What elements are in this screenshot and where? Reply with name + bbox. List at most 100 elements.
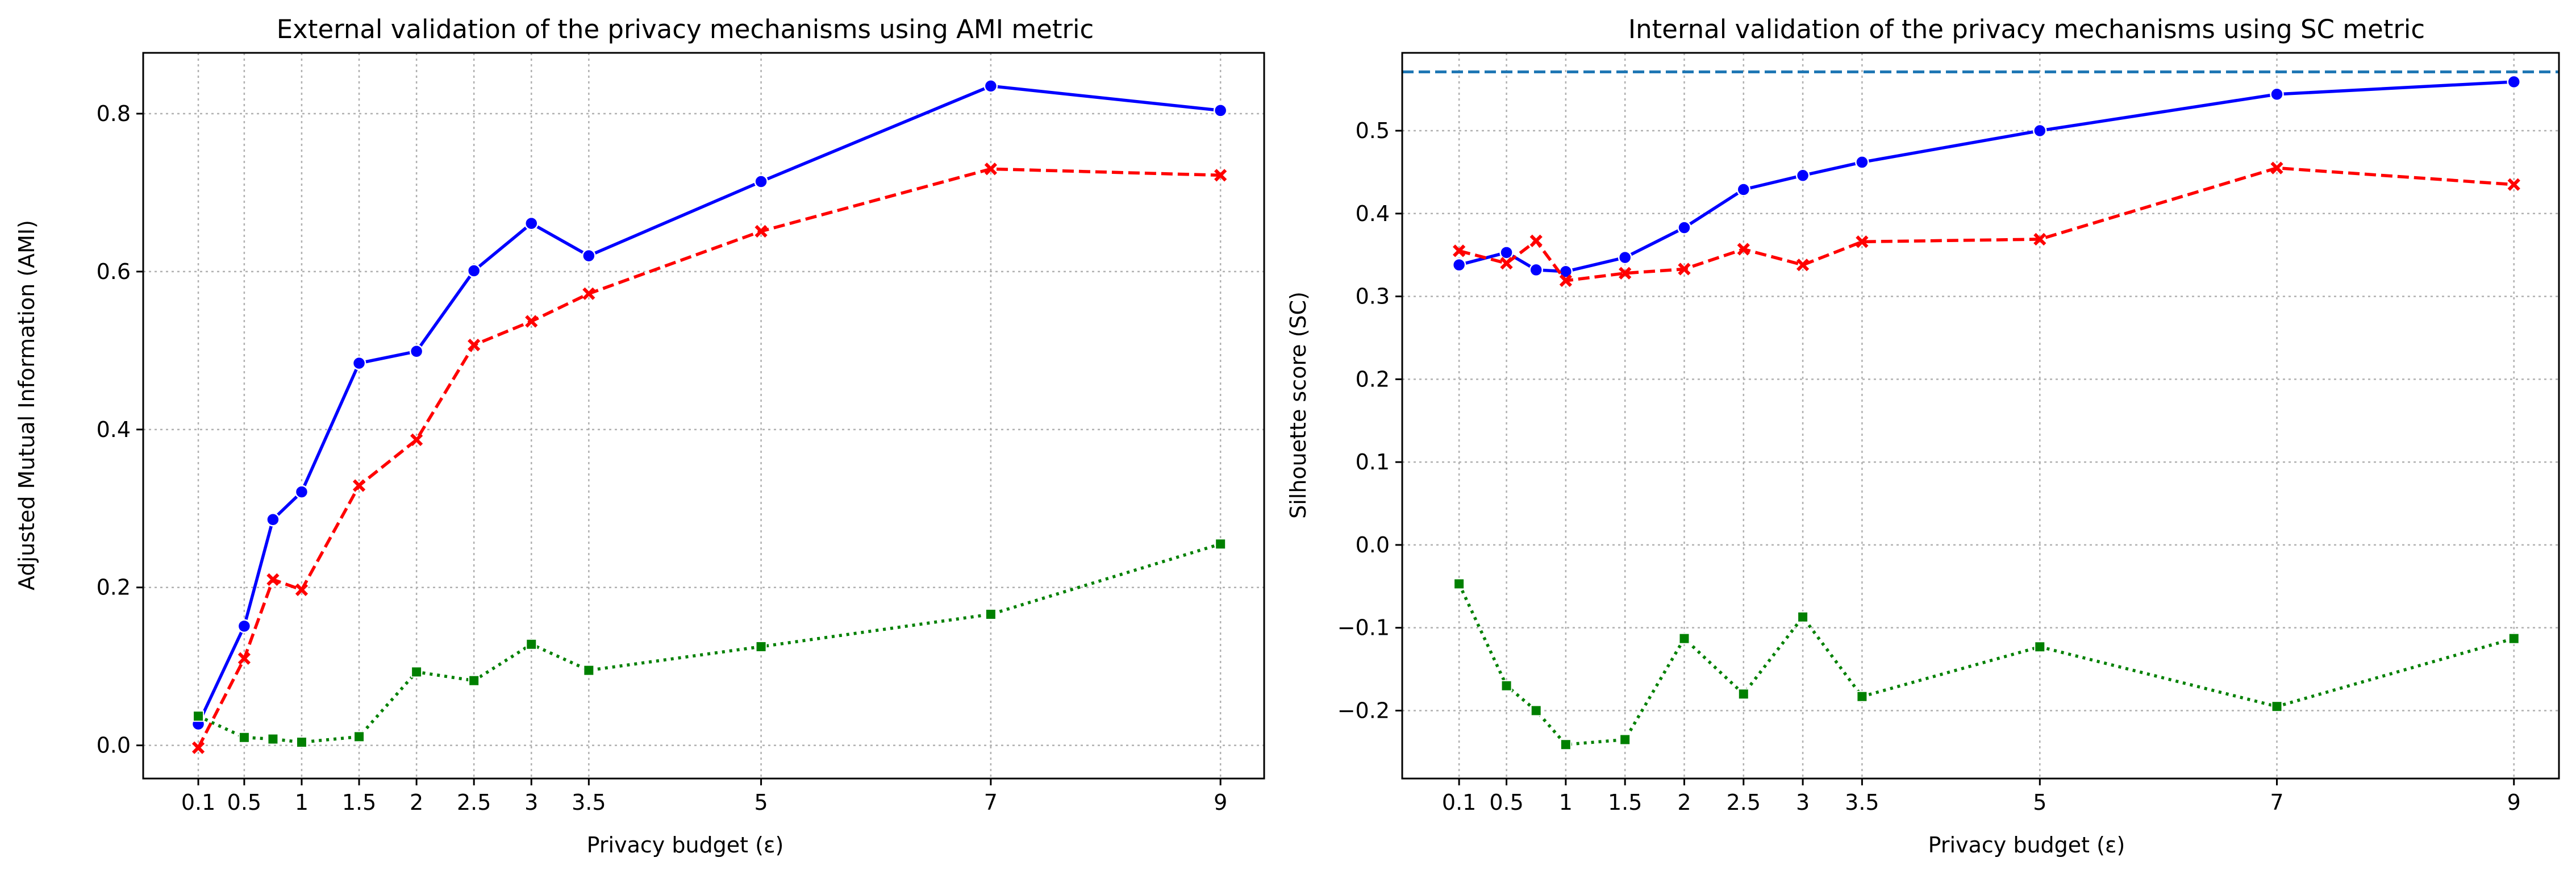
- x-tick-label: 0.1: [181, 790, 215, 815]
- data-point: [583, 664, 595, 676]
- data-point: [1678, 263, 1691, 276]
- data-point: [2507, 74, 2521, 89]
- data-point: [1500, 257, 1513, 270]
- data-point: [582, 248, 596, 263]
- data-point: [1499, 245, 1514, 260]
- chart-ami-series-2: [191, 163, 1227, 754]
- data-point: [755, 224, 768, 238]
- series-line: [1457, 583, 2515, 746]
- chart-ami-xlabel: Privacy budget (ε): [587, 833, 784, 858]
- data-point: [1856, 690, 1868, 702]
- x-tick-label: 9: [2507, 790, 2521, 815]
- x-tick-label: 2.5: [1727, 790, 1761, 815]
- y-tick-label: −0.1: [1337, 615, 1390, 640]
- data-point: [1677, 220, 1691, 235]
- y-tick-label: 0.6: [97, 259, 131, 284]
- data-point: [983, 79, 998, 93]
- y-tick-label: 0.0: [1356, 532, 1390, 557]
- data-point: [267, 733, 279, 745]
- data-point: [1618, 250, 1632, 265]
- data-point: [238, 731, 250, 743]
- data-point: [2270, 87, 2284, 102]
- data-point: [295, 736, 307, 748]
- x-tick-label: 2.5: [457, 790, 491, 815]
- data-point: [1453, 578, 1465, 590]
- data-point: [193, 710, 205, 722]
- series-line: [197, 84, 1221, 725]
- data-point: [237, 619, 252, 634]
- y-tick-label: 0.5: [1356, 118, 1390, 143]
- data-point: [1678, 632, 1690, 644]
- x-tick-label: 7: [2270, 790, 2283, 815]
- x-tick-label: 3: [524, 790, 538, 815]
- data-point: [1737, 243, 1750, 256]
- x-tick-label: 2: [1677, 790, 1691, 815]
- data-point: [1453, 244, 1466, 257]
- data-point: [1529, 234, 1543, 248]
- data-point: [353, 731, 365, 743]
- data-point: [1795, 168, 1810, 182]
- data-point: [1619, 267, 1632, 280]
- data-point: [754, 174, 768, 189]
- data-point: [294, 485, 309, 499]
- x-tick-label: 2: [410, 790, 423, 815]
- data-point: [1530, 705, 1542, 717]
- chart-ami-ylabel: Adjusted Mutual Information (AMI): [14, 220, 39, 590]
- chart-ami-plot-area: [142, 52, 1265, 780]
- data-point: [468, 339, 481, 352]
- data-point: [266, 573, 280, 586]
- chart-ami-title: External validation of the privacy mecha…: [277, 14, 1094, 44]
- y-tick-label: 0.4: [97, 417, 131, 442]
- data-point: [1855, 155, 1869, 169]
- x-tick-label: 0.5: [1489, 790, 1523, 815]
- data-point: [525, 315, 538, 328]
- data-point: [2271, 701, 2283, 713]
- data-point: [1213, 103, 1228, 118]
- data-point: [409, 344, 424, 359]
- chart-ami-series-3: [193, 538, 1227, 748]
- y-tick-label: −0.2: [1337, 698, 1390, 723]
- chart-sc-series-1: [1452, 74, 2521, 279]
- data-point: [410, 433, 423, 447]
- data-point: [1560, 739, 1572, 751]
- data-point: [1559, 274, 1572, 288]
- x-tick-label: 1: [1559, 790, 1573, 815]
- data-point: [984, 163, 998, 176]
- data-point: [1214, 169, 1227, 182]
- data-point: [2508, 632, 2520, 644]
- y-tick-label: 0.3: [1356, 284, 1390, 309]
- chart-ami: External validation of the privacy mecha…: [14, 14, 1265, 858]
- data-point: [411, 666, 423, 678]
- chart-sc-series-2: [1453, 161, 2520, 288]
- data-point: [1856, 235, 1869, 248]
- data-point: [352, 479, 366, 492]
- x-tick-label: 3.5: [572, 790, 606, 815]
- chart-sc-title: Internal validation of the privacy mecha…: [1628, 14, 2425, 44]
- x-tick-label: 5: [2033, 790, 2046, 815]
- y-tick-label: 0.4: [1356, 201, 1390, 226]
- data-point: [295, 583, 309, 597]
- chart-ami-grid: [143, 53, 1264, 779]
- data-point: [352, 356, 366, 371]
- x-tick-label: 7: [984, 790, 998, 815]
- x-tick-label: 5: [754, 790, 768, 815]
- data-point: [468, 675, 480, 686]
- data-point: [1736, 182, 1751, 197]
- chart-sc-grid: [1402, 53, 2559, 779]
- data-point: [985, 608, 997, 620]
- chart-sc: Internal validation of the privacy mecha…: [1286, 14, 2560, 858]
- data-point: [237, 652, 251, 665]
- y-tick-label: 0.2: [1356, 367, 1390, 392]
- y-tick-label: 0.8: [97, 101, 131, 126]
- data-point: [524, 216, 539, 231]
- x-tick-label: 0.1: [1442, 790, 1476, 815]
- data-point: [1737, 688, 1749, 700]
- y-tick-label: 0.1: [1356, 450, 1390, 475]
- x-tick-label: 1.5: [342, 790, 376, 815]
- x-tick-label: 0.5: [227, 790, 261, 815]
- data-point: [1500, 680, 1512, 692]
- chart-sc-xlabel: Privacy budget (ε): [1928, 833, 2125, 858]
- x-tick-label: 1.5: [1608, 790, 1642, 815]
- chart-sc-ylabel: Silhouette score (SC): [1286, 292, 1311, 519]
